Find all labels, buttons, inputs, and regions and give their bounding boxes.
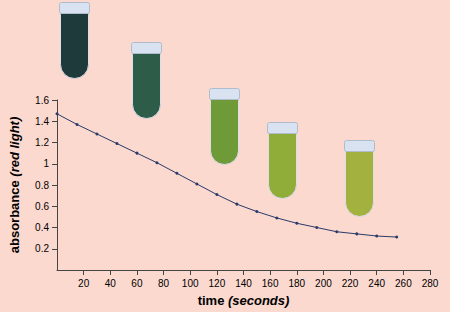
- svg-text:80: 80: [158, 278, 170, 289]
- svg-text:220: 220: [342, 278, 359, 289]
- svg-text:0.8: 0.8: [35, 180, 49, 191]
- svg-text:1.6: 1.6: [35, 95, 49, 106]
- svg-text:240: 240: [368, 278, 385, 289]
- svg-text:0.4: 0.4: [35, 222, 49, 233]
- svg-text:0.6: 0.6: [35, 201, 49, 212]
- svg-text:280: 280: [422, 278, 439, 289]
- svg-text:0.2: 0.2: [35, 243, 49, 254]
- svg-text:1.2: 1.2: [35, 137, 49, 148]
- svg-text:100: 100: [182, 278, 199, 289]
- svg-text:60: 60: [131, 278, 143, 289]
- svg-text:1: 1: [43, 158, 49, 169]
- svg-text:1.4: 1.4: [35, 116, 49, 127]
- svg-text:260: 260: [395, 278, 412, 289]
- svg-text:160: 160: [262, 278, 279, 289]
- svg-text:180: 180: [288, 278, 305, 289]
- svg-text:140: 140: [235, 278, 252, 289]
- svg-text:40: 40: [105, 278, 117, 289]
- svg-text:200: 200: [315, 278, 332, 289]
- svg-text:120: 120: [209, 278, 226, 289]
- svg-text:(red light): (red light): [7, 117, 22, 177]
- svg-text:absorbance: absorbance: [7, 177, 22, 254]
- svg-text:20: 20: [78, 278, 90, 289]
- svg-text:time: time: [198, 293, 228, 308]
- svg-text:(seconds): (seconds): [228, 293, 289, 308]
